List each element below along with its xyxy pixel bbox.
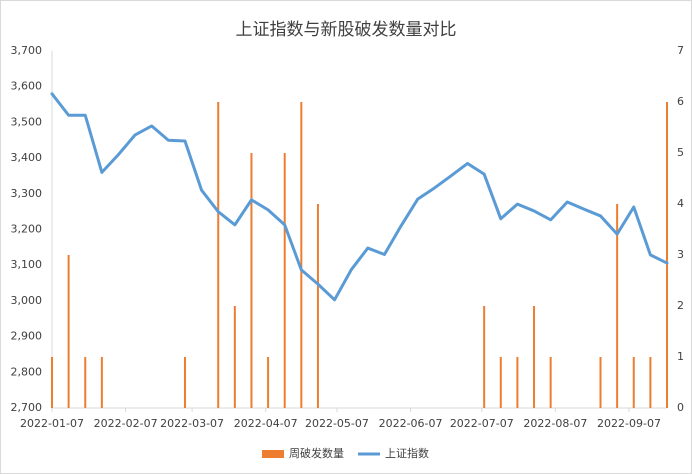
legend-label: 上证指数 bbox=[385, 446, 429, 460]
bar bbox=[51, 357, 53, 408]
y-tick-label: 3,400 bbox=[11, 151, 43, 164]
y2-tick-label: 3 bbox=[677, 248, 684, 261]
y2-tick-label: 1 bbox=[677, 350, 684, 363]
line bbox=[50, 92, 669, 302]
x-tick-label: 2022-03-07 bbox=[160, 417, 224, 430]
legend-label: 周破发数量 bbox=[289, 446, 344, 460]
y-tick-label: 3,000 bbox=[11, 294, 43, 307]
bar bbox=[283, 153, 286, 408]
bar bbox=[250, 153, 253, 408]
bar bbox=[666, 102, 668, 408]
chart-title: 上证指数与新股破发数量对比 bbox=[236, 20, 457, 40]
x-tick-label: 2022-01-07 bbox=[20, 417, 84, 430]
bar bbox=[533, 306, 536, 408]
bar bbox=[516, 357, 519, 408]
y2-tick-label: 4 bbox=[677, 197, 684, 210]
y-tick-label: 2,900 bbox=[11, 330, 43, 343]
y-tick-label: 3,200 bbox=[11, 223, 43, 236]
y2-tick-label: 6 bbox=[677, 95, 684, 108]
bar bbox=[316, 204, 319, 408]
x-tick-label: 2022-07-07 bbox=[450, 417, 514, 430]
bar bbox=[599, 357, 602, 408]
y2-tick-label: 0 bbox=[677, 401, 684, 414]
x-tick-label: 2022-04-07 bbox=[234, 417, 298, 430]
bar bbox=[499, 357, 502, 408]
bar bbox=[616, 204, 619, 408]
bar bbox=[67, 255, 70, 408]
x-tick-label: 2022-06-07 bbox=[379, 417, 443, 430]
x-tick-label: 2022-08-07 bbox=[523, 417, 587, 430]
bar bbox=[483, 306, 486, 408]
bar bbox=[549, 357, 552, 408]
y-tick-label: 2,800 bbox=[11, 365, 43, 378]
bar bbox=[632, 357, 635, 408]
bar bbox=[233, 306, 236, 408]
bar bbox=[84, 357, 87, 408]
x-tick-label: 2022-02-07 bbox=[94, 417, 158, 430]
y2-tick-label: 2 bbox=[677, 299, 684, 312]
y-tick-label: 3,100 bbox=[11, 258, 43, 271]
bar bbox=[300, 102, 303, 408]
y2-tick-label: 5 bbox=[677, 146, 684, 159]
bar bbox=[100, 357, 103, 408]
y-tick-label: 3,300 bbox=[11, 187, 43, 200]
bar bbox=[649, 357, 652, 408]
legend-swatch bbox=[262, 450, 284, 458]
y-tick-label: 3,700 bbox=[11, 44, 43, 57]
x-tick-label: 2022-05-07 bbox=[305, 417, 369, 430]
y2-tick-label: 7 bbox=[677, 44, 684, 57]
x-tick-label: 2022-09-07 bbox=[597, 417, 661, 430]
bar bbox=[183, 357, 186, 408]
bar bbox=[267, 357, 270, 408]
y-tick-label: 3,600 bbox=[11, 80, 43, 93]
y-tick-label: 3,500 bbox=[11, 115, 43, 128]
bar bbox=[217, 102, 220, 408]
y-tick-label: 2,700 bbox=[11, 401, 43, 414]
